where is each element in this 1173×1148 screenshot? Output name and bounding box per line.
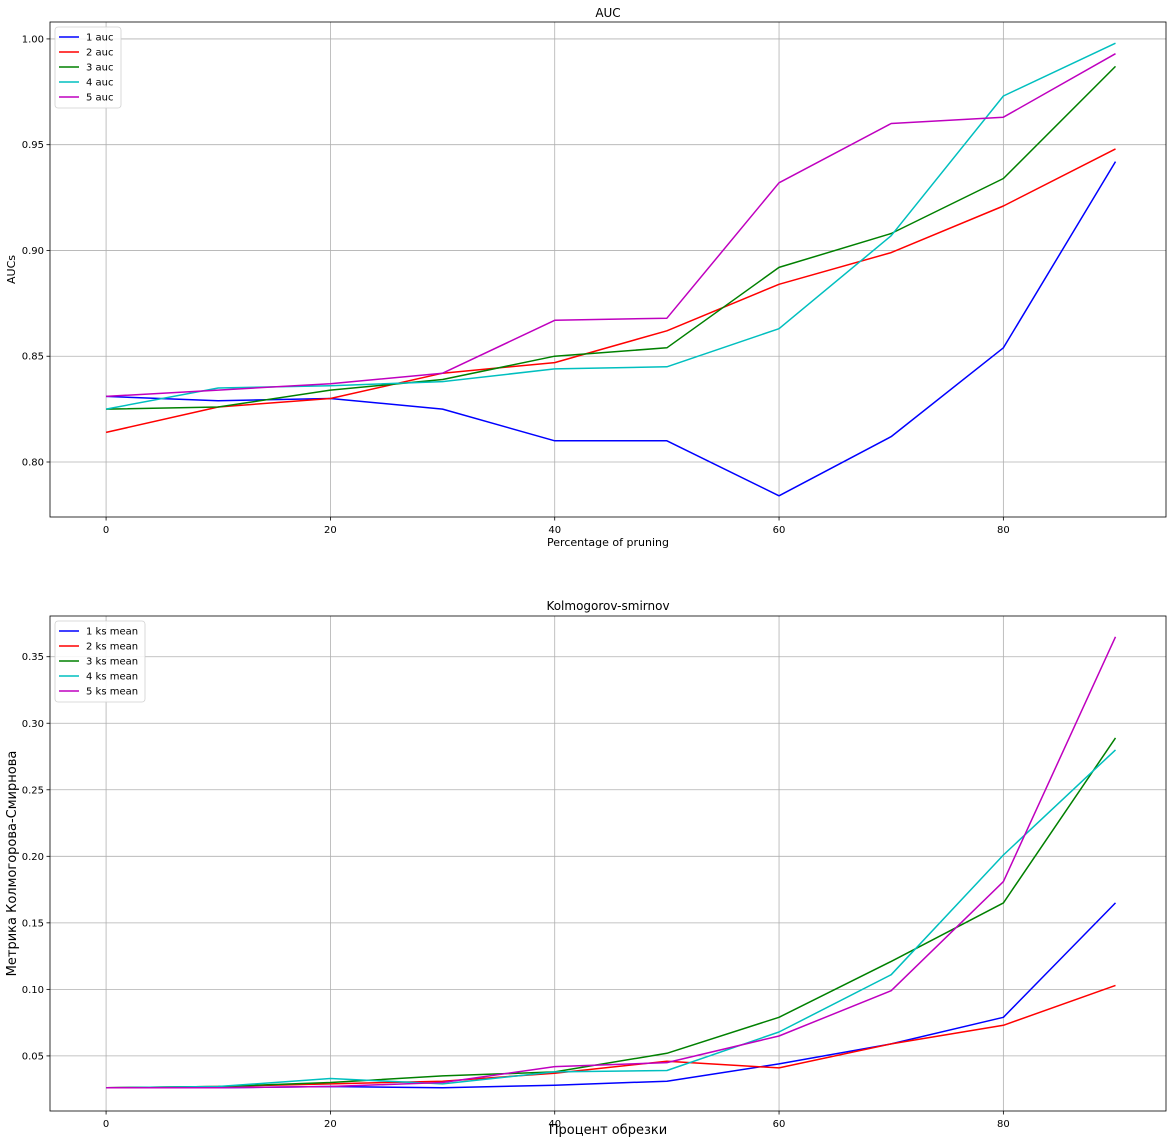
- y-axis-label: AUCs: [5, 255, 18, 284]
- y-tick-label: 0.10: [22, 985, 44, 996]
- chart-title: AUC: [595, 6, 620, 20]
- y-tick-label: 0.90: [22, 246, 44, 257]
- x-tick-label: 80: [997, 1119, 1010, 1130]
- x-tick-label: 20: [324, 525, 337, 536]
- legend-label-5: 5 auc: [86, 93, 114, 104]
- legend-label-3: 3 ks mean: [86, 657, 138, 668]
- x-tick-label: 0: [103, 525, 109, 536]
- legend-box: [54, 620, 146, 703]
- chart-title: Kolmogorov-smirnov: [546, 599, 669, 613]
- x-tick-label: 0: [103, 1119, 109, 1130]
- series-line-4: [106, 749, 1117, 1089]
- axes-frame: [49, 615, 1167, 1112]
- legend: 1 auc 2 auc 3 auc 4 auc 5 auc: [54, 26, 122, 109]
- x-tick-label: 40: [548, 525, 561, 536]
- x-axis-label: Percentage of pruning: [547, 536, 669, 549]
- y-tick-label: 0.05: [22, 1051, 44, 1062]
- legend-label-1: 1 auc: [86, 33, 114, 44]
- x-tick-label: 20: [324, 1119, 337, 1130]
- series-line-2: [105, 148, 1116, 434]
- legend-label-2: 2 auc: [86, 48, 114, 59]
- y-tick-label: 0.85: [22, 352, 44, 363]
- x-tick-label: 40: [548, 1119, 561, 1130]
- y-tick-label: 0.15: [22, 918, 44, 929]
- x-tick-label: 60: [773, 1119, 786, 1130]
- x-tick-label: 80: [997, 525, 1010, 536]
- axes-frame: [49, 21, 1167, 518]
- y-tick-label: 0.30: [22, 719, 44, 730]
- series-line-1: [106, 161, 1117, 497]
- legend-box: [54, 26, 122, 109]
- legend-label-2: 2 ks mean: [86, 642, 138, 653]
- chart-1: 0 20 40 60 80 0.80 0.85 0.90 0.95 1.00 AUC Percenta…: [5, 6, 1167, 549]
- series-line-5: [106, 53, 1116, 398]
- x-axis-label: Процент обрезки: [549, 1123, 667, 1138]
- series-line-3: [106, 737, 1117, 1089]
- legend-label-4: 4 auc: [86, 78, 114, 89]
- series-line-5: [106, 636, 1117, 1089]
- y-tick-label: 0.25: [22, 785, 44, 796]
- x-tick-label: 60: [773, 525, 786, 536]
- legend: 1 ks mean 2 ks mean 3 ks mean 4 ks mean 5 ks…: [54, 620, 146, 703]
- legend-label-1: 1 ks mean: [86, 627, 138, 638]
- legend-label-3: 3 auc: [86, 63, 114, 74]
- y-tick-label: 0.20: [22, 852, 44, 863]
- y-tick-label: 1.00: [22, 34, 44, 45]
- legend-label-4: 4 ks mean: [86, 672, 138, 683]
- y-tick-label: 0.95: [22, 140, 44, 151]
- y-axis-label: Метрика Колмогорова-Смирнова: [5, 751, 20, 977]
- series-line-3: [106, 65, 1117, 410]
- y-tick-label: 0.80: [22, 458, 44, 469]
- legend-label-5: 5 ks mean: [86, 687, 138, 698]
- y-tick-label: 0.35: [22, 652, 44, 663]
- chart-2: 0 20 40 60 80 0.05 0.10 0.15 0.20 0.25 0.30 0.35 Kol…: [5, 599, 1167, 1138]
